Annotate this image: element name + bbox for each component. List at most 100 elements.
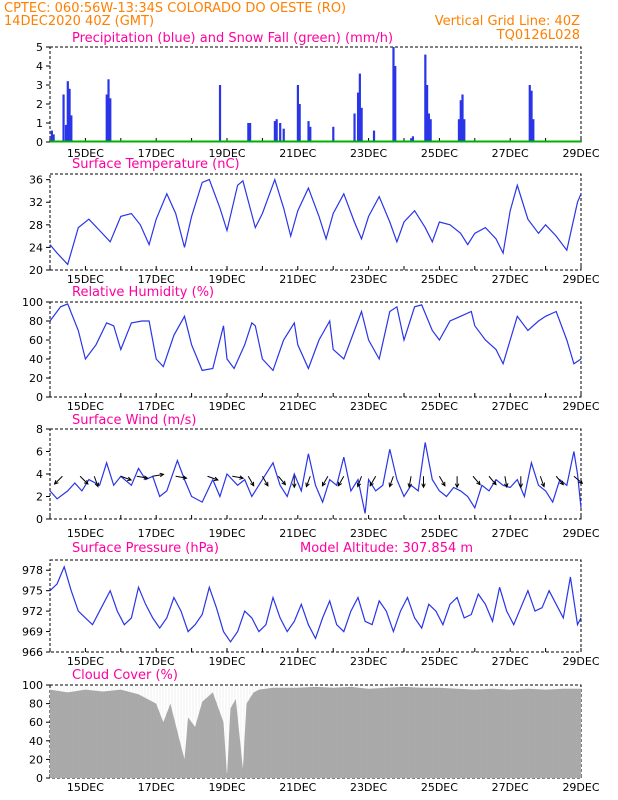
wind-arrow-head <box>492 480 497 486</box>
y-tick-label: 80 <box>29 698 43 711</box>
x-tick-label: 29DEC <box>562 655 599 668</box>
precip-bar <box>273 121 276 142</box>
y-tick-label: 2 <box>36 491 43 504</box>
precip-bar <box>360 107 363 142</box>
wind-arrow-head <box>407 483 413 489</box>
wind-arrow-head <box>159 472 165 478</box>
wind-arrow-head <box>321 481 326 487</box>
wind-arrow <box>369 475 377 487</box>
x-tick-label: 25DEC <box>421 527 458 540</box>
x-tick-label: 25DEC <box>421 400 458 413</box>
wind-arrow-head <box>356 482 362 488</box>
series-line-temp <box>49 177 582 266</box>
x-tick-label: 27DEC <box>492 781 529 794</box>
x-tick-label: 15DEC <box>67 400 104 413</box>
wind-arrow <box>247 475 255 487</box>
wind-arrow <box>555 475 564 485</box>
plot-frame <box>49 46 582 143</box>
panel-title-rh: Relative Humidity (%) <box>72 285 214 300</box>
y-tick-label: 975 <box>22 585 43 598</box>
precip-bar <box>64 124 68 142</box>
wind-arrow-head <box>388 482 393 488</box>
x-tick-label: 29DEC <box>562 400 599 413</box>
x-tick-label: 25DEC <box>421 273 458 286</box>
precip-bar <box>528 85 531 142</box>
wind-arrow <box>488 475 497 485</box>
wind-arrow-head <box>578 479 584 485</box>
precip-bar <box>427 113 430 142</box>
x-tick-label: 27DEC <box>492 147 529 160</box>
precip-bar <box>247 123 250 142</box>
precip-bar <box>461 94 464 142</box>
panel-pres: Surface Pressure (hPa) Model Altitude: 30… <box>22 541 600 668</box>
x-tick-label: 17DEC <box>138 781 175 794</box>
x-tick-label: 19DEC <box>208 400 245 413</box>
precip-bar <box>275 119 278 142</box>
wind-arrow-head <box>476 480 481 486</box>
wind-arrow-head <box>83 480 89 485</box>
precip-bar <box>105 94 108 142</box>
wind-arrow-head <box>53 480 59 485</box>
y-tick-label: 0 <box>36 391 43 404</box>
wind-arrow <box>321 475 329 487</box>
x-tick-label: 21DEC <box>279 655 316 668</box>
y-tick-label: 2 <box>36 98 43 111</box>
y-tick-label: 28 <box>29 219 43 232</box>
x-tick-label: 29DEC <box>562 147 599 160</box>
panel-wind: Surface Wind (m/s) 0 2 4 6 8 15DEC 17DEC 19DEC 21… <box>36 413 600 540</box>
panel-title-precip: Precipitation (blue) and Snow Fall (gree… <box>72 31 393 46</box>
panel-rh: Relative Humidity (%) 0 20 40 60 80 100 15DEC 17… <box>22 285 600 413</box>
wind-arrow-head <box>305 482 310 488</box>
wind-arrow <box>573 475 583 484</box>
wind-arrow-head <box>213 476 219 481</box>
x-tick-label: 23DEC <box>350 147 387 160</box>
x-tick-label: 19DEC <box>208 147 245 160</box>
y-tick-label: 60 <box>29 334 43 347</box>
wind-arrow <box>261 475 269 487</box>
wind-arrow-head <box>127 476 133 481</box>
wind-arrow-head <box>143 475 149 480</box>
y-tick-label: 5 <box>36 41 43 54</box>
wind-arrow <box>93 476 99 487</box>
precip-bar <box>66 81 69 142</box>
y-tick-label: 966 <box>22 646 43 659</box>
x-tick-label: 21DEC <box>279 527 316 540</box>
precip-bar <box>109 98 112 142</box>
precip-bar <box>530 90 533 142</box>
x-tick-label: 29DEC <box>562 273 599 286</box>
wind-arrow <box>175 475 187 479</box>
wind-arrow <box>472 475 481 485</box>
x-tick-label: 23DEC <box>350 400 387 413</box>
precip-bar <box>282 128 285 142</box>
precip-bar <box>307 121 310 142</box>
wind-arrow <box>438 475 446 487</box>
precip-bar <box>107 79 110 142</box>
x-tick-label: 15DEC <box>67 147 104 160</box>
precip-bar <box>426 85 429 142</box>
panel-extra-pres: Model Altitude: 307.854 m <box>300 541 473 556</box>
precip-bar <box>353 113 356 142</box>
precip-bar <box>249 123 252 142</box>
wind-arrow-head <box>239 475 245 480</box>
wind-arrow-head <box>182 475 188 480</box>
y-tick-label: 36 <box>29 174 43 187</box>
x-tick-label: 25DEC <box>421 781 458 794</box>
panel-title-cloud: Cloud Cover (%) <box>72 668 178 683</box>
x-tick-label: 23DEC <box>350 781 387 794</box>
wind-arrow <box>79 475 89 485</box>
wind-arrow <box>408 476 412 488</box>
x-tick-label: 27DEC <box>492 527 529 540</box>
x-tick-label: 21DEC <box>279 781 316 794</box>
panel-precip: Precipitation (blue) and Snow Fall (gree… <box>36 31 600 160</box>
precip-bar <box>296 85 299 142</box>
x-tick-label: 17DEC <box>138 400 175 413</box>
x-tick-label: 27DEC <box>492 400 529 413</box>
x-tick-label: 27DEC <box>492 655 529 668</box>
wind-arrow <box>337 475 345 487</box>
precip-bar <box>424 54 427 142</box>
wind-arrow-head <box>94 482 99 488</box>
header-code: TQ0126L028 <box>496 28 580 43</box>
precip-bar <box>463 119 466 142</box>
precip-bar <box>394 66 397 142</box>
plot-frame <box>49 173 582 271</box>
